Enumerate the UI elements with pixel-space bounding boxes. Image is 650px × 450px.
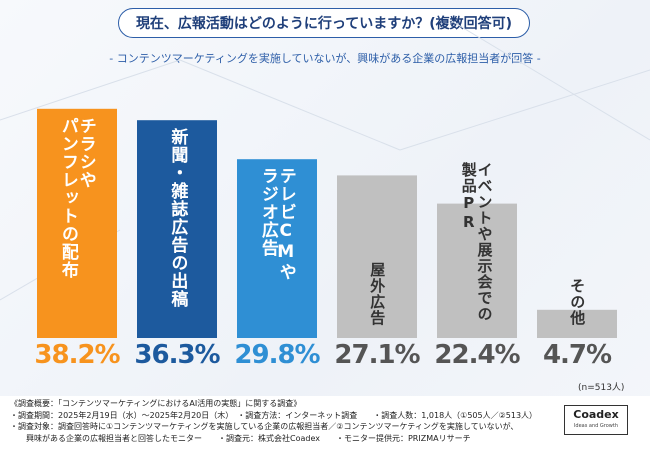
bar-label-1: チラシや パンフレットの配布 bbox=[57, 116, 96, 279]
bar-5 bbox=[437, 203, 517, 338]
bar-label-line: チラシや bbox=[75, 116, 96, 189]
bar-6 bbox=[537, 309, 617, 338]
bar-3 bbox=[237, 159, 317, 338]
bar-label-line: その他 bbox=[568, 278, 587, 326]
bar-label-line: パンフレットの配布 bbox=[57, 116, 78, 279]
survey-details: 《調査概要：「コンテンツマーケティングにおけるAI活用の実態」に関する調査》 ・… bbox=[10, 398, 570, 444]
bar-1 bbox=[37, 108, 117, 338]
bar-label-line: 製品PR bbox=[459, 162, 478, 232]
logo-name: Coadex bbox=[573, 408, 619, 421]
bar-chart bbox=[0, 19, 650, 338]
value-label-3: 29.8% bbox=[234, 340, 320, 370]
bar-label-5: イベントや展示会での 製品PR bbox=[459, 162, 494, 322]
bar-label-line: ラジオ広告 bbox=[257, 167, 278, 258]
logo-tagline: Ideas and Growth bbox=[573, 422, 619, 429]
bar-label-line: 新聞・雑誌広告の出稿 bbox=[167, 128, 188, 309]
bar-label-3: テレビCMや ラジオ広告 bbox=[257, 167, 296, 282]
bar-4 bbox=[337, 175, 417, 338]
chart-title: 現在、広報活動はどのように行っていますか？(複数回答可) bbox=[118, 8, 530, 38]
decor-line bbox=[449, 19, 650, 141]
coadex-logo: Coadex Ideas and Growth bbox=[564, 405, 628, 435]
sample-size-note: (n=513人) bbox=[578, 383, 625, 393]
value-label-1: 38.2% bbox=[34, 340, 120, 370]
bar-label-6: その他 bbox=[568, 278, 587, 326]
value-label-4: 27.1% bbox=[334, 340, 420, 370]
footer-line: 興味がある企業の広報担当者と回答したモニター ・調査元：株式会社Coadex ・… bbox=[10, 433, 471, 443]
bar-label-2: 新聞・雑誌広告の出稿 bbox=[167, 128, 188, 309]
footer-line: ・調査期間：2025年2月19日（水）～2025年2月20日（木） ・調査方法：… bbox=[10, 410, 538, 420]
decor-line bbox=[179, 59, 401, 151]
footer-line: 《調査概要：「コンテンツマーケティングにおけるAI活用の実態」に関する調査》 bbox=[10, 399, 302, 408]
bar-2 bbox=[137, 120, 217, 338]
value-label-5: 22.4% bbox=[434, 340, 520, 370]
bar-label-line: 屋外広告 bbox=[368, 262, 387, 326]
bar-label-line: イベントや展示会での bbox=[475, 162, 494, 322]
value-label-2: 36.3% bbox=[134, 340, 220, 370]
footer-line: ・調査対象：調査回答時に①コンテンツマーケティングを実施している企業の広報担当者… bbox=[10, 422, 519, 431]
survey-footer: 《調査概要：「コンテンツマーケティングにおけるAI活用の実態」に関する調査》 ・… bbox=[0, 396, 650, 450]
bar-label-4: 屋外広告 bbox=[368, 262, 387, 326]
decor-line bbox=[399, 69, 650, 151]
bar-label-line: テレビCMや bbox=[275, 167, 296, 282]
decor-line bbox=[0, 59, 181, 121]
value-label-6: 4.7% bbox=[542, 340, 612, 370]
chart-subtitle: - コンテンツマーケティングを実施していないが、興味がある企業の広報担当者が回答… bbox=[109, 52, 541, 65]
